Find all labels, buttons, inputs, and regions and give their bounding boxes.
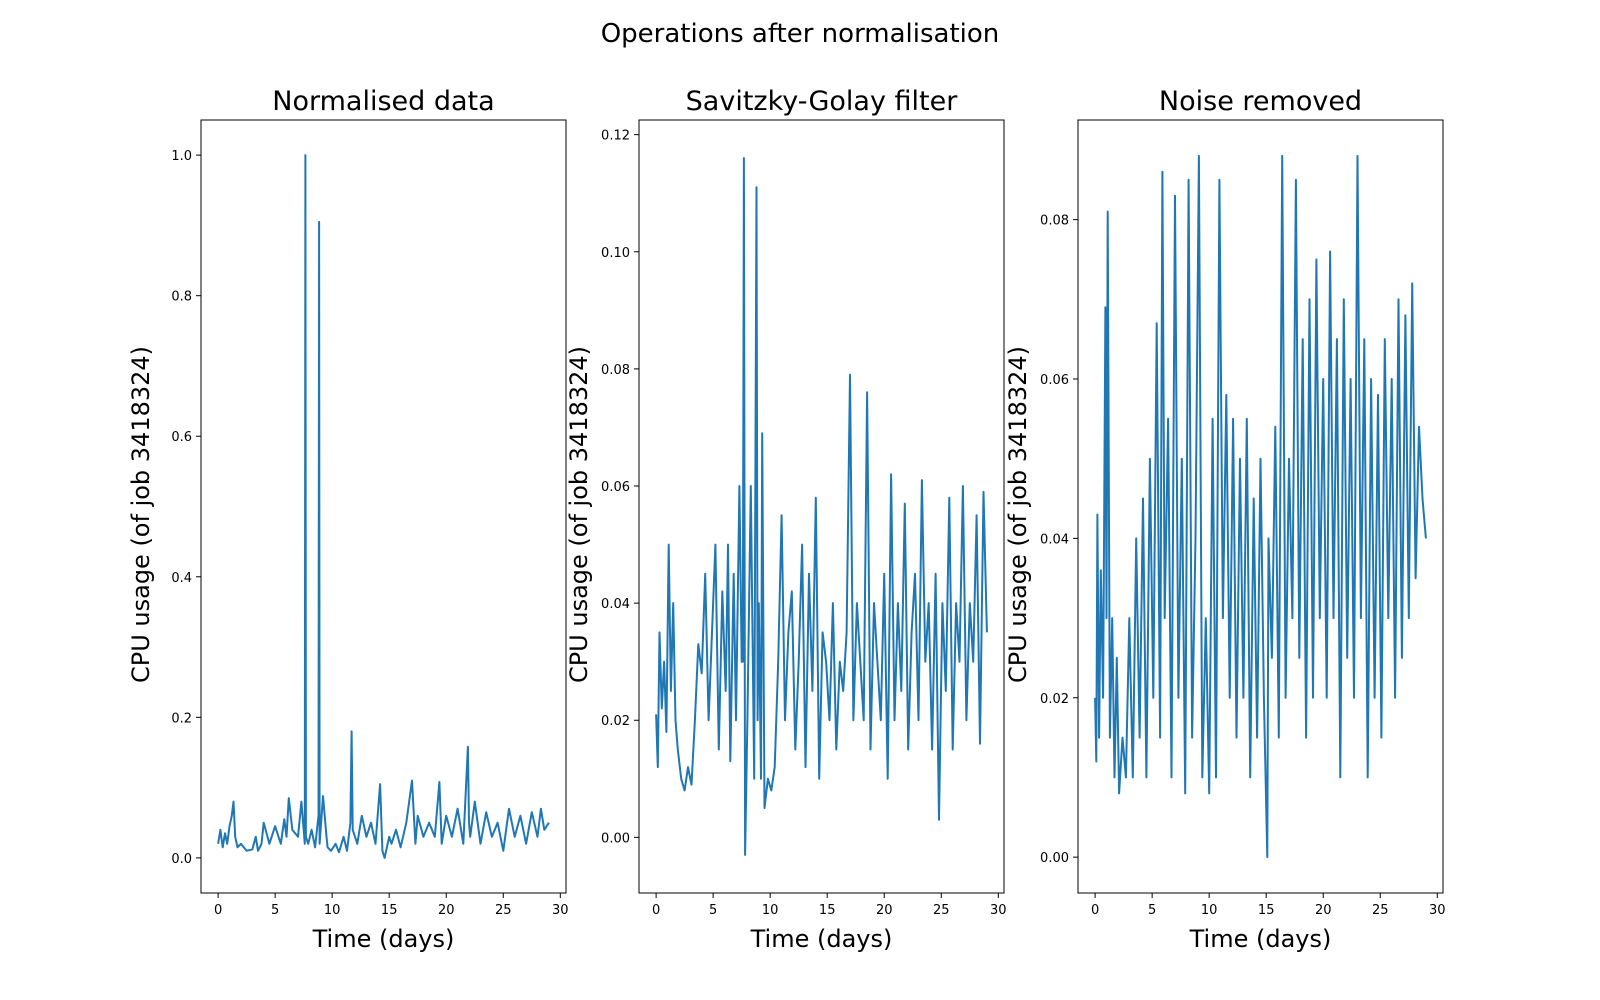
series-line <box>655 157 988 856</box>
y-tick-label: 0.10 <box>601 246 630 261</box>
panel-normalised-data: Normalised data Time (days) CPU usage (o… <box>127 86 569 953</box>
x-tick-label: 30 <box>990 903 1007 918</box>
x-tick-label: 10 <box>1201 903 1218 918</box>
x-tick-label: 20 <box>1315 903 1332 918</box>
x-tick-label: 30 <box>552 903 569 918</box>
y-tick-label: 0.04 <box>1040 532 1069 547</box>
x-tick-label: 10 <box>324 903 341 918</box>
y-tick-label: 0.8 <box>171 290 192 305</box>
y-tick-label: 1.0 <box>171 149 192 164</box>
y-tick-label: 0.00 <box>601 831 630 846</box>
series-line <box>1094 154 1427 859</box>
y-tick-label: 0.6 <box>171 430 192 445</box>
y-tick-label: 0.0 <box>171 852 192 867</box>
panel-title: Noise removed <box>1159 86 1362 117</box>
x-axis-label: Time (days) <box>312 925 455 953</box>
y-tick-label: 0.08 <box>1040 214 1069 229</box>
series-line <box>217 154 550 859</box>
x-tick-label: 5 <box>709 903 717 918</box>
plot-frame <box>1077 119 1444 894</box>
x-tick-label: 15 <box>381 903 398 918</box>
x-tick-label: 25 <box>495 903 512 918</box>
y-axis-label: CPU usage (of job 3418324) <box>1004 346 1032 683</box>
y-tick-label: 0.2 <box>171 711 192 726</box>
x-axis-label: Time (days) <box>1189 925 1332 953</box>
x-tick-label: 25 <box>1372 903 1389 918</box>
x-axis-label: Time (days) <box>750 925 893 953</box>
x-tick-label: 15 <box>819 903 836 918</box>
x-tick-label: 5 <box>1148 903 1156 918</box>
panel-title: Normalised data <box>272 86 494 117</box>
x-tick-label: 15 <box>1258 903 1275 918</box>
y-tick-label: 0.4 <box>171 571 192 586</box>
panel-noise-removed: Noise removed Time (days) CPU usage (of … <box>1004 86 1446 953</box>
panel-title: Savitzky-Golay filter <box>686 86 959 117</box>
plot-frame <box>200 119 567 894</box>
x-tick-label: 0 <box>652 903 660 918</box>
x-tick-label: 0 <box>214 903 222 918</box>
x-tick-label: 30 <box>1429 903 1446 918</box>
y-tick-label: 0.06 <box>1040 373 1069 388</box>
y-tick-label: 0.02 <box>1040 692 1069 707</box>
y-tick-label: 0.06 <box>601 480 630 495</box>
x-tick-label: 0 <box>1091 903 1099 918</box>
x-tick-label: 10 <box>762 903 779 918</box>
x-tick-label: 20 <box>876 903 893 918</box>
plot-frame <box>638 119 1005 894</box>
y-tick-label: 0.04 <box>601 597 630 612</box>
y-tick-label: 0.12 <box>601 129 630 144</box>
x-tick-label: 20 <box>438 903 455 918</box>
y-tick-label: 0.02 <box>601 714 630 729</box>
y-tick-label: 0.08 <box>601 363 630 378</box>
x-tick-label: 25 <box>933 903 950 918</box>
panel-savitzky-golay-filter: Savitzky-Golay filter Time (days) CPU us… <box>565 86 1007 953</box>
y-axis-label: CPU usage (of job 3418324) <box>127 346 155 683</box>
y-axis-label: CPU usage (of job 3418324) <box>565 346 593 683</box>
figure-suptitle: Operations after normalisation <box>601 19 1000 49</box>
y-tick-label: 0.00 <box>1040 851 1069 866</box>
x-tick-label: 5 <box>271 903 279 918</box>
